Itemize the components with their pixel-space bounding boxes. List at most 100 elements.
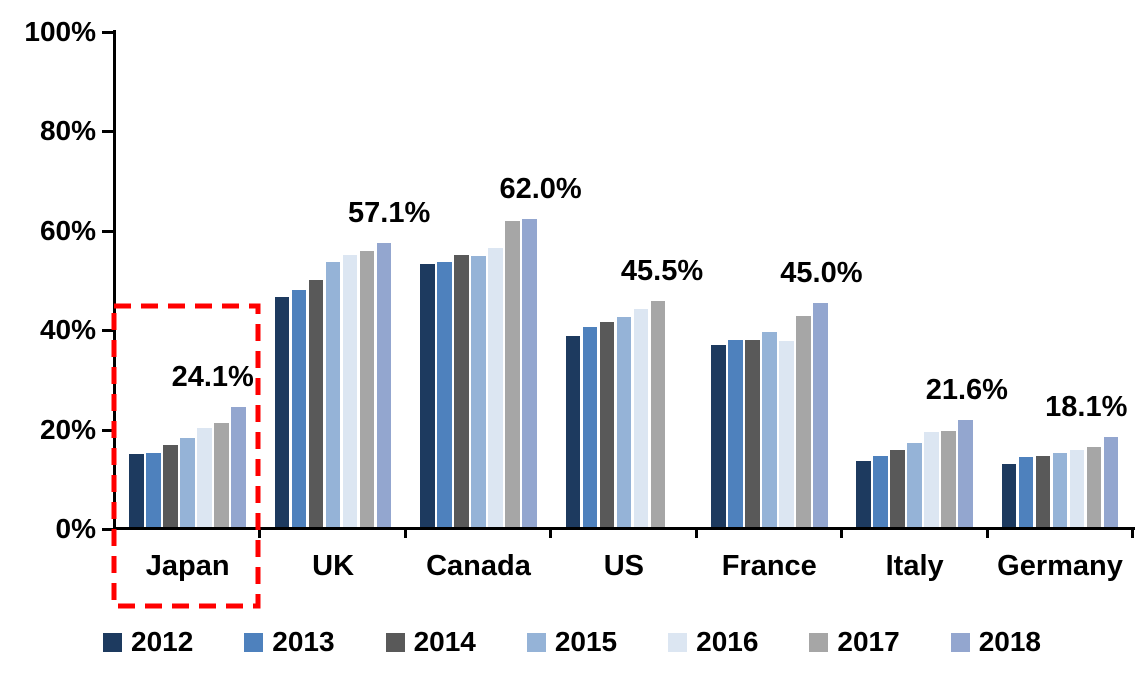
y-axis-tick [102,31,115,34]
bar-group-france [697,30,842,527]
bar-canada-2012 [420,264,435,527]
bar-germany-2014 [1035,455,1051,527]
bar-germany-2012 [1001,464,1017,527]
legend-label: 2014 [413,626,476,657]
data-label-us: 45.5% [620,254,704,287]
legend-swatch-2016 [668,632,688,652]
x-axis-tick [985,527,989,538]
category-label-uk: UK [312,550,355,582]
legend-item-2018: 2018 [950,626,1041,658]
category-label-italy: Italy [885,550,944,582]
y-axis-tick [102,229,115,233]
bar-france-2013 [728,340,743,527]
bar-us-2014 [599,322,615,527]
legend-item-2015: 2015 [526,626,618,658]
data-label-italy: 21.6% [925,373,1008,406]
bar-france-2012 [711,345,726,527]
bar-italy-2013 [873,455,888,527]
data-label-canada: 62.0% [499,172,582,205]
bar-uk-2012 [274,296,290,527]
bar-uk-2014 [308,279,324,527]
x-axis-tick [840,527,844,538]
legend-item-2016: 2016 [668,626,758,658]
x-axis-line [113,527,1135,530]
y-axis-tick [102,130,115,134]
bar-uk-2016 [342,255,358,527]
y-axis-tick-label: 80% [39,115,96,147]
data-label-uk: 57.1% [348,197,431,230]
bar-canada-2014 [454,255,469,527]
y-axis-tick [102,329,115,333]
plot-area [115,30,1133,527]
y-axis-tick-label: 100% [24,16,96,47]
bar-canada-2017 [505,221,520,527]
legend-label: 2016 [696,626,759,657]
legend-label: 2018 [978,626,1041,657]
legend-label: 2015 [554,626,618,657]
x-axis-tick [1131,527,1134,538]
x-axis-tick [549,527,553,538]
bar-japan-2018 [231,407,246,527]
bar-italy-2014 [890,450,905,527]
y-axis-tick-label: 40% [39,314,96,346]
legend-label: 2012 [131,626,194,657]
bar-italy-2018 [958,419,973,527]
bar-group-germany [987,30,1132,527]
bar-italy-2017 [941,431,956,527]
bar-germany-2015 [1052,453,1068,527]
bar-germany-2016 [1069,450,1085,527]
bar-group-uk [260,30,405,527]
bar-germany-2018 [1103,437,1119,527]
bar-group-italy [842,30,987,527]
legend-swatch-2018 [950,632,970,652]
x-axis-tick [258,527,262,538]
legend-swatch-2013 [244,632,264,652]
bar-us-2016 [633,309,649,527]
bar-canada-2016 [488,248,503,527]
legend-item-2014: 2014 [385,626,476,658]
category-axis: Japan UK Canada US France Italy Germany [115,549,1133,583]
bar-canada-2013 [437,262,452,527]
bar-france-2017 [796,316,811,527]
bar-japan-2014 [163,445,178,527]
legend: 2012 2013 2014 2015 2016 2017 2018 [103,626,1041,658]
y-axis-tick-label: 0% [55,513,96,544]
bar-japan-2012 [129,454,144,527]
bar-uk-2015 [325,262,341,527]
bar-uk-2018 [376,243,392,527]
legend-swatch-2014 [385,632,405,652]
legend-item-2012: 2012 [103,626,193,658]
bar-japan-2017 [214,422,229,527]
y-axis-line [113,30,116,532]
data-label-japan: 24.1% [171,361,254,394]
bar-us-2015 [616,316,632,527]
y-axis-tick [102,428,115,432]
bar-uk-2013 [291,289,307,527]
bar-canada-2015 [471,256,486,527]
legend-swatch-2015 [526,632,546,652]
category-label-canada: Canada [426,550,531,582]
bar-france-2014 [745,339,760,527]
category-label-germany: Germany [997,550,1123,582]
legend-swatch-2012 [103,632,122,652]
category-label-us: US [603,550,645,582]
bar-group-canada [406,30,551,527]
bar-france-2015 [762,332,777,527]
bar-italy-2016 [924,431,939,527]
data-label-germany: 18.1% [1045,391,1128,424]
bar-germany-2013 [1018,457,1034,527]
category-label-japan: Japan [145,550,230,582]
bar-japan-2015 [180,438,195,527]
bar-group-japan [115,30,260,527]
bar-germany-2017 [1086,447,1102,527]
y-axis-tick-label: 20% [39,413,96,445]
bar-canada-2018 [522,218,537,527]
y-axis-tick-label: 60% [39,214,96,246]
category-label-france: France [721,550,817,582]
bar-group-us [551,30,696,527]
legend-item-2013: 2013 [244,626,335,658]
bar-france-2016 [779,341,794,527]
legend-label: 2013 [272,626,335,657]
bar-italy-2012 [856,460,871,527]
